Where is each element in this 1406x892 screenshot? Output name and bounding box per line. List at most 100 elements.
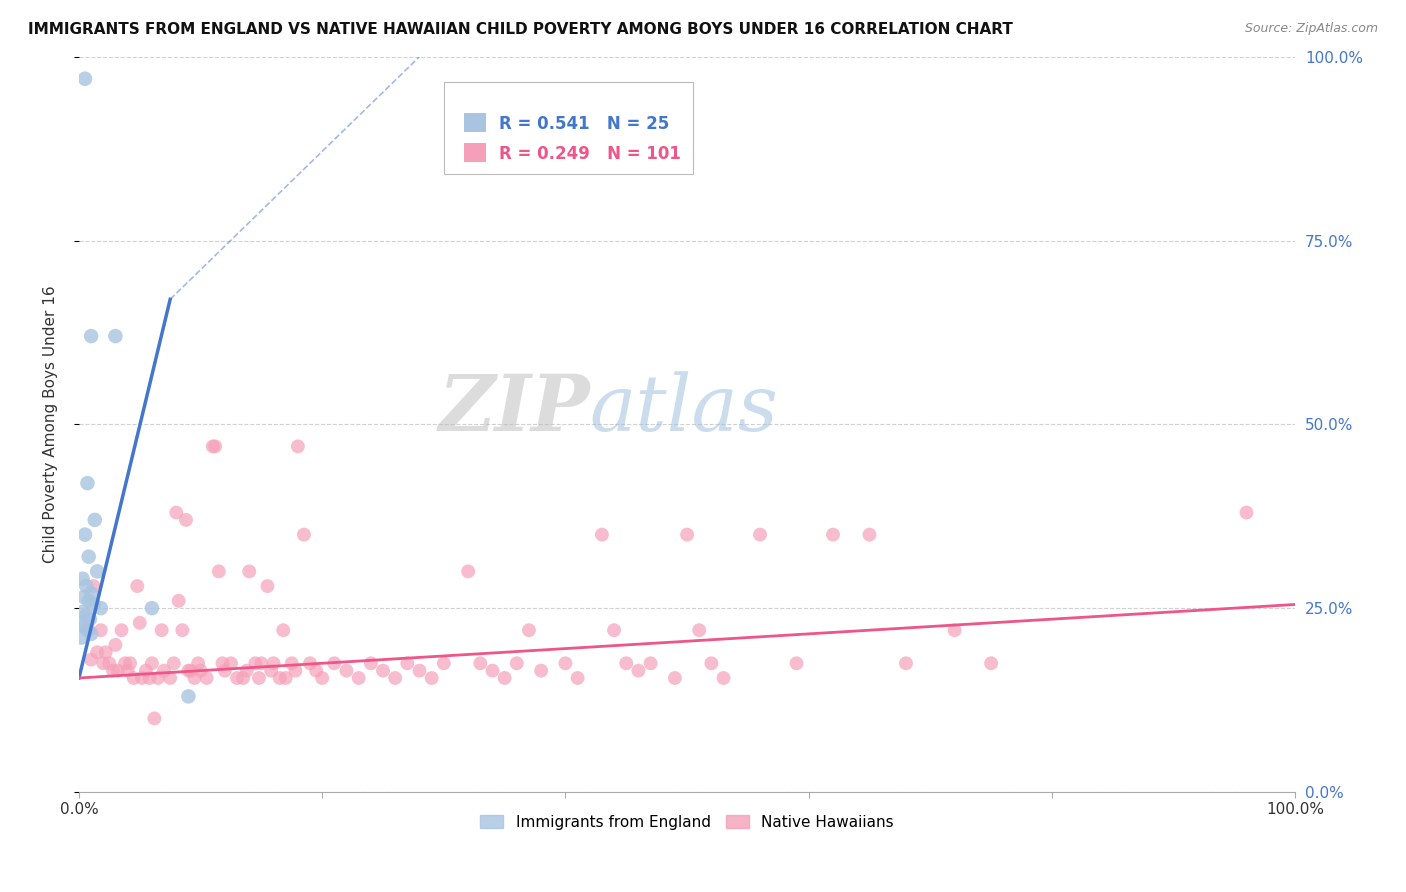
Point: [107, 664, 129, 678]
Point: [83, 598, 105, 612]
Point: [104, 638, 127, 652]
Point: [271, 624, 294, 638]
Point: [360, 657, 382, 671]
Point: [73, 71, 96, 86]
Point: [640, 657, 662, 671]
Point: [76, 476, 98, 491]
Point: [980, 657, 1002, 671]
Point: [226, 671, 249, 685]
Point: [627, 664, 650, 678]
Point: [98, 657, 121, 671]
Point: [470, 657, 492, 671]
Point: [122, 671, 145, 685]
Point: [80, 627, 103, 641]
Point: [143, 711, 166, 725]
Point: [73, 590, 96, 604]
Point: [150, 624, 173, 638]
Point: [128, 615, 150, 630]
Point: [347, 671, 370, 685]
Point: [80, 329, 103, 343]
Point: [821, 527, 844, 541]
Point: [80, 586, 103, 600]
Point: [86, 565, 108, 579]
Point: [76, 624, 98, 638]
Text: atlas: atlas: [589, 371, 779, 448]
Point: [299, 657, 322, 671]
Point: [688, 624, 710, 638]
Point: [90, 624, 112, 638]
Text: R = 0.249   N = 101: R = 0.249 N = 101: [499, 145, 681, 163]
Point: [73, 619, 96, 633]
Point: [269, 671, 291, 685]
Text: ZIP: ZIP: [439, 371, 589, 448]
Point: [72, 572, 94, 586]
Point: [75, 579, 97, 593]
Point: [195, 671, 218, 685]
Point: [114, 657, 136, 671]
Point: [494, 671, 516, 685]
Point: [517, 624, 540, 638]
FancyBboxPatch shape: [464, 113, 486, 132]
Point: [305, 664, 328, 678]
Point: [91, 657, 114, 671]
Point: [676, 527, 699, 541]
Point: [256, 579, 278, 593]
Point: [110, 624, 132, 638]
Point: [159, 671, 181, 685]
Point: [858, 527, 880, 541]
Point: [281, 657, 304, 671]
Text: Source: ZipAtlas.com: Source: ZipAtlas.com: [1244, 22, 1378, 36]
Point: [117, 664, 139, 678]
Point: [749, 527, 772, 541]
Point: [201, 439, 224, 453]
Point: [384, 671, 406, 685]
Point: [77, 624, 100, 638]
Point: [245, 657, 267, 671]
Point: [204, 439, 226, 453]
Point: [90, 601, 112, 615]
Point: [72, 605, 94, 619]
Point: [433, 657, 456, 671]
Point: [172, 624, 194, 638]
Point: [786, 657, 808, 671]
Point: [232, 671, 254, 685]
Point: [567, 671, 589, 685]
Point: [506, 657, 529, 671]
Point: [131, 671, 153, 685]
Point: [420, 671, 443, 685]
Point: [287, 439, 309, 453]
Point: [323, 657, 346, 671]
Point: [180, 664, 202, 678]
Point: [238, 565, 260, 579]
Point: [94, 645, 117, 659]
Point: [1236, 506, 1258, 520]
Point: [457, 565, 479, 579]
FancyBboxPatch shape: [464, 144, 486, 161]
Point: [86, 645, 108, 659]
Point: [73, 527, 96, 541]
Point: [664, 671, 686, 685]
Point: [311, 671, 333, 685]
Point: [250, 657, 273, 671]
Point: [77, 594, 100, 608]
Point: [174, 513, 197, 527]
Point: [177, 664, 200, 678]
Point: [396, 657, 419, 671]
Point: [187, 657, 209, 671]
Point: [75, 608, 97, 623]
Point: [104, 329, 127, 343]
Point: [247, 671, 270, 685]
Point: [591, 527, 613, 541]
Legend: Immigrants from England, Native Hawaiians: Immigrants from England, Native Hawaiian…: [474, 808, 900, 836]
Point: [70, 615, 93, 630]
Point: [236, 664, 259, 678]
Point: [153, 664, 176, 678]
Text: IMMIGRANTS FROM ENGLAND VS NATIVE HAWAIIAN CHILD POVERTY AMONG BOYS UNDER 16 COR: IMMIGRANTS FROM ENGLAND VS NATIVE HAWAII…: [28, 22, 1012, 37]
Point: [135, 664, 157, 678]
Point: [408, 664, 430, 678]
Point: [214, 664, 236, 678]
Y-axis label: Child Poverty Among Boys Under 16: Child Poverty Among Boys Under 16: [44, 285, 58, 563]
Point: [141, 601, 163, 615]
Point: [183, 671, 205, 685]
Point: [260, 664, 283, 678]
